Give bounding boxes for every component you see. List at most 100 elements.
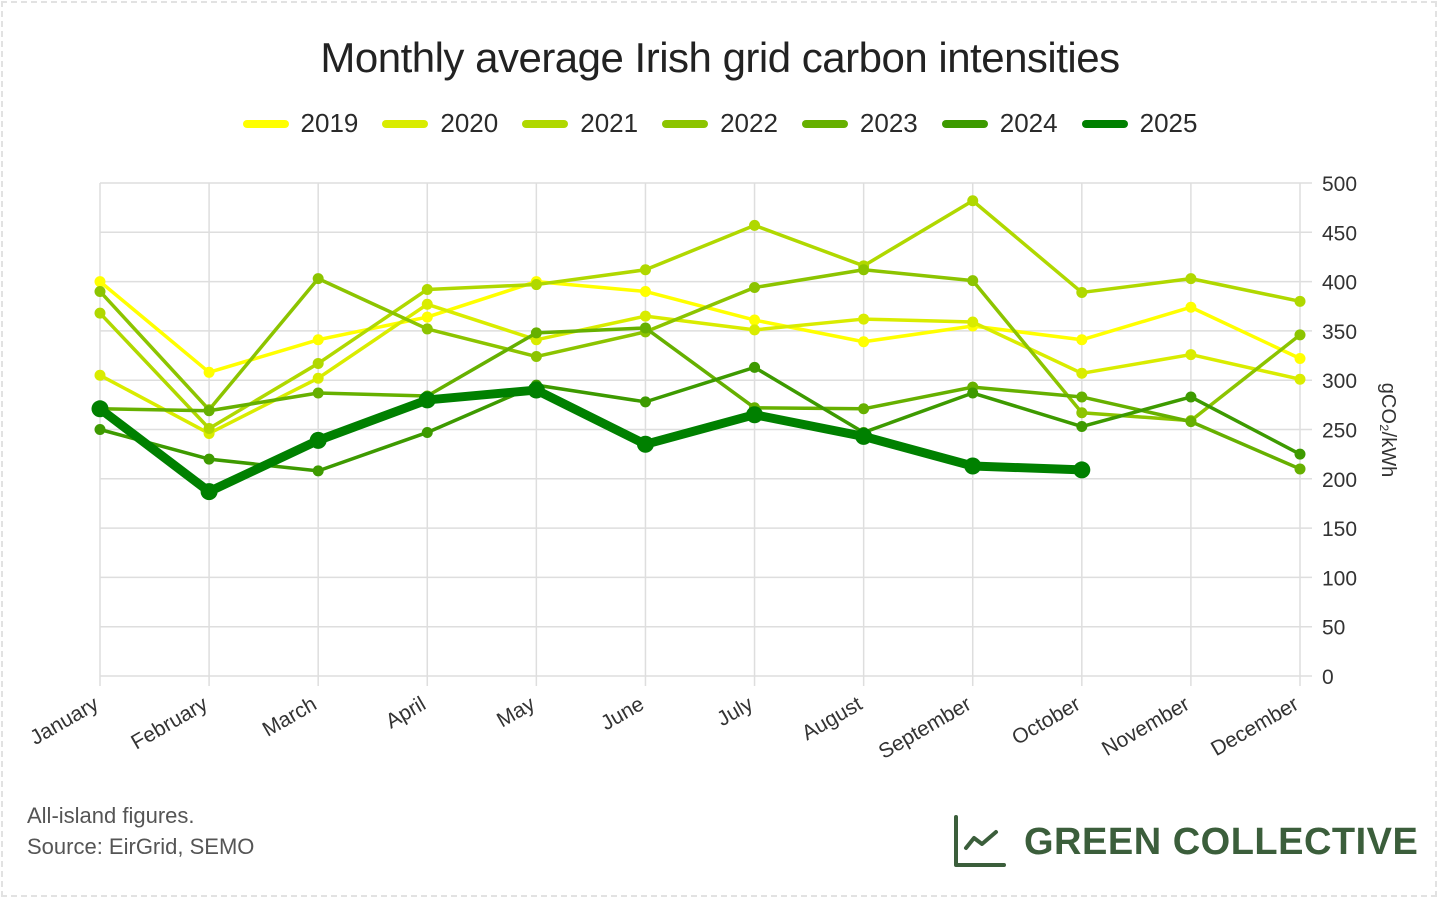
data-point-2024-september[interactable]: [967, 387, 979, 399]
data-point-2025-june[interactable]: [636, 435, 654, 453]
data-point-2019-november[interactable]: [1185, 301, 1197, 313]
series-2021: [94, 195, 1306, 435]
data-point-2021-april[interactable]: [421, 283, 433, 295]
data-point-2020-january[interactable]: [94, 369, 106, 381]
data-point-2019-april[interactable]: [421, 311, 433, 323]
data-point-2023-may[interactable]: [530, 327, 542, 339]
data-point-2025-october[interactable]: [1073, 461, 1091, 479]
x-tick-label: August: [798, 692, 866, 745]
data-point-2022-december[interactable]: [1294, 329, 1306, 341]
data-point-2020-april[interactable]: [421, 298, 433, 310]
x-tick-label: June: [597, 692, 648, 735]
legend-label: 2021: [580, 108, 639, 138]
legend-label: 2025: [1139, 108, 1198, 138]
data-point-2019-july[interactable]: [749, 314, 761, 326]
data-point-2024-july[interactable]: [749, 361, 761, 373]
data-point-2023-november[interactable]: [1185, 416, 1197, 428]
data-point-2021-september[interactable]: [967, 195, 979, 207]
x-tick-label: July: [713, 692, 757, 731]
data-point-2025-august[interactable]: [855, 427, 873, 445]
data-point-2021-march[interactable]: [312, 357, 324, 369]
data-point-2021-january[interactable]: [94, 307, 106, 319]
series-line-2021: [98, 198, 1302, 431]
legend-item-2019[interactable]: 2019: [242, 108, 359, 139]
data-point-2024-february[interactable]: [203, 453, 215, 465]
x-tick-label: September: [875, 692, 975, 763]
data-point-2023-march[interactable]: [312, 387, 324, 399]
data-point-2020-october[interactable]: [1076, 367, 1088, 379]
legend-swatch: [242, 119, 289, 128]
data-point-2022-april[interactable]: [421, 323, 433, 335]
data-point-2022-may[interactable]: [530, 351, 542, 363]
data-point-2022-august[interactable]: [858, 264, 870, 276]
data-point-2019-february[interactable]: [203, 366, 215, 378]
data-point-2025-march[interactable]: [309, 431, 327, 449]
legend-label: 2024: [999, 108, 1058, 138]
data-point-2024-december[interactable]: [1294, 448, 1306, 460]
y-tick-label: 300: [1322, 370, 1357, 393]
data-point-2019-january[interactable]: [94, 276, 106, 288]
data-point-2021-october[interactable]: [1076, 286, 1088, 298]
data-point-2021-june[interactable]: [639, 264, 651, 276]
data-point-2021-july[interactable]: [749, 219, 761, 231]
data-point-2024-november[interactable]: [1185, 391, 1197, 403]
data-point-2023-june[interactable]: [639, 322, 651, 334]
series-line-2019: [98, 279, 1302, 375]
data-point-2020-june[interactable]: [639, 310, 651, 322]
x-tick-label: December: [1207, 692, 1302, 760]
data-point-2025-september[interactable]: [964, 457, 982, 475]
legend-item-2023[interactable]: 2023: [801, 108, 918, 139]
legend-item-2024[interactable]: 2024: [941, 108, 1058, 139]
data-point-2019-august[interactable]: [858, 336, 870, 348]
data-point-2021-february[interactable]: [203, 423, 215, 435]
data-point-2022-october[interactable]: [1076, 407, 1088, 419]
data-point-2023-february[interactable]: [203, 405, 215, 417]
series-line-2025: [95, 385, 1087, 497]
data-point-2024-march[interactable]: [312, 465, 324, 477]
legend-item-2021[interactable]: 2021: [522, 108, 638, 139]
legend-item-2020[interactable]: 2020: [382, 108, 498, 139]
data-point-2025-april[interactable]: [418, 391, 436, 409]
data-point-2023-december[interactable]: [1294, 463, 1306, 475]
data-point-2019-march[interactable]: [312, 334, 324, 346]
data-point-2021-december[interactable]: [1294, 295, 1306, 307]
data-point-2024-january[interactable]: [94, 424, 106, 435]
data-point-2019-december[interactable]: [1294, 353, 1306, 365]
data-point-2024-june[interactable]: [639, 396, 651, 408]
data-point-2024-april[interactable]: [421, 426, 433, 438]
legend-item-2022[interactable]: 2022: [662, 108, 778, 139]
data-point-2025-february[interactable]: [200, 483, 218, 501]
data-point-2021-november[interactable]: [1185, 273, 1197, 285]
data-point-2020-august[interactable]: [858, 313, 870, 325]
y-tick-label: 150: [1322, 518, 1357, 541]
data-point-2025-may[interactable]: [527, 381, 545, 399]
data-point-2019-june[interactable]: [639, 285, 651, 297]
data-point-2021-may[interactable]: [530, 279, 542, 291]
data-point-2020-september[interactable]: [967, 316, 979, 328]
data-point-2023-october[interactable]: [1076, 391, 1088, 403]
data-point-2022-july[interactable]: [749, 282, 761, 294]
data-point-2022-march[interactable]: [312, 273, 324, 285]
data-point-2025-january[interactable]: [91, 400, 109, 418]
series-2025: [91, 381, 1091, 501]
data-point-2022-january[interactable]: [94, 285, 106, 297]
data-point-2020-march[interactable]: [312, 372, 324, 384]
series-line-2020: [98, 302, 1302, 436]
legend-item-2025[interactable]: 2025: [1081, 108, 1198, 139]
y-tick-label: 450: [1322, 222, 1357, 245]
y-tick-label: 0: [1322, 666, 1334, 689]
data-point-2024-october[interactable]: [1076, 421, 1088, 433]
data-point-2020-december[interactable]: [1294, 373, 1306, 385]
series-line-2022: [98, 268, 1302, 423]
data-point-2020-july[interactable]: [749, 324, 761, 336]
data-point-2023-august[interactable]: [858, 403, 870, 415]
legend-swatch: [801, 119, 848, 128]
legend-swatch: [522, 119, 569, 128]
legend-swatch: [382, 119, 429, 128]
legend-label: 2019: [300, 108, 359, 138]
data-point-2019-october[interactable]: [1076, 334, 1088, 346]
data-point-2022-september[interactable]: [967, 275, 979, 287]
data-point-2025-july[interactable]: [746, 406, 764, 424]
brand-logo[interactable]: GREEN COLLECTIVE: [952, 814, 1418, 870]
data-point-2020-november[interactable]: [1185, 349, 1197, 361]
